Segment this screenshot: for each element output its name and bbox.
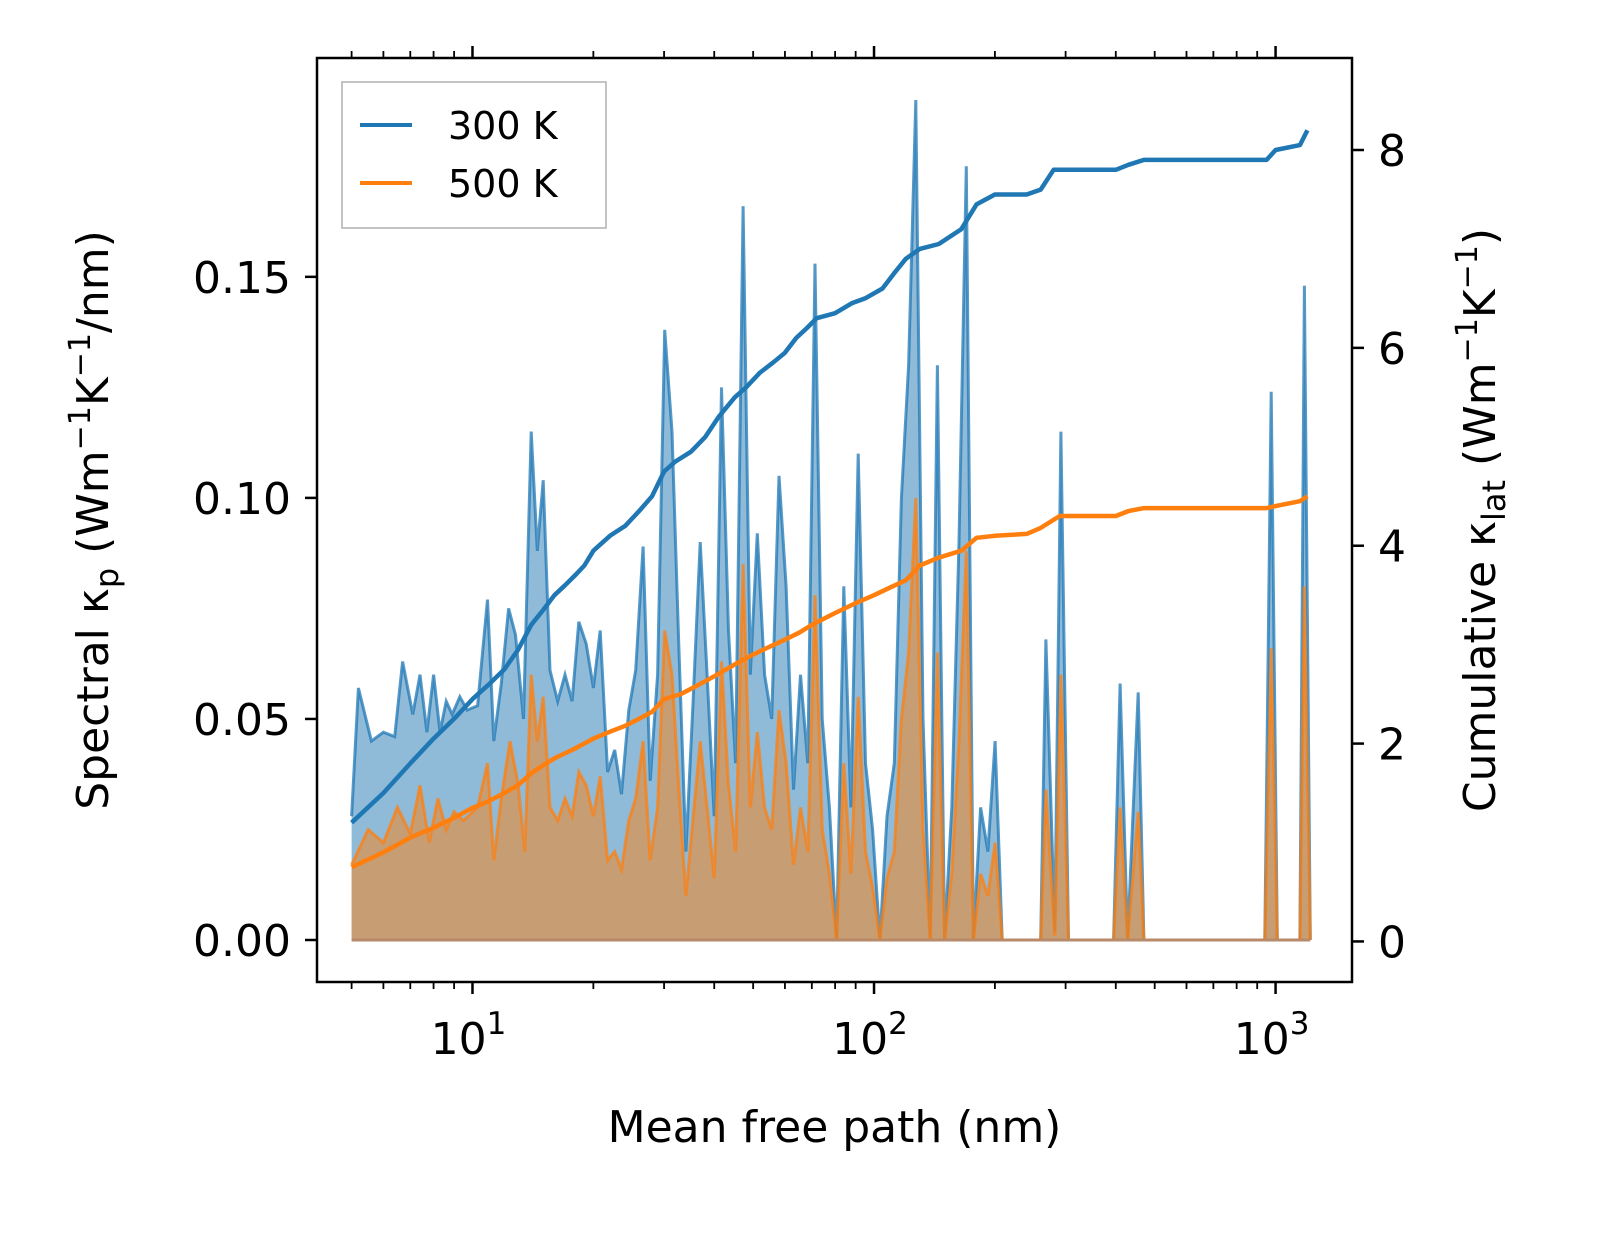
- spectral-area-300k: [351, 100, 1311, 940]
- x-tick-label-2: 103: [1234, 1006, 1310, 1065]
- legend-label-500k: 500 K: [448, 162, 559, 206]
- plot-frame: [315, 56, 1354, 984]
- y-right-label-post: ): [1455, 228, 1506, 245]
- y-axis-left-label: Spectral κp (Wm−1K−1/nm): [63, 230, 126, 810]
- y-right-tick-label-1: 2: [1378, 720, 1406, 771]
- y-right-label-pre: Cumulative κ: [1455, 521, 1506, 812]
- y-left-label-post: /nm): [68, 230, 119, 333]
- legend: 300 K 500 K: [341, 81, 607, 229]
- y-right-label-sup2: −1: [1450, 245, 1485, 289]
- x-tick-label-1: 102: [832, 1006, 908, 1065]
- x-axis-label: Mean free path (nm): [608, 1102, 1062, 1153]
- y-left-tick-label-1: 0.05: [193, 695, 291, 746]
- plot-area: [350, 99, 1312, 942]
- x-tick-label-0: 101: [431, 1006, 507, 1065]
- y-left-tick-label-2: 0.10: [193, 474, 291, 525]
- y-right-tick-label-0: 0: [1378, 917, 1406, 968]
- axis-ticks: 101 102 103 0.00 0.05 0.10 0.15 0 2 4 6 8: [193, 46, 1406, 1065]
- y-left-tick-label-0: 0.00: [193, 916, 291, 967]
- y-left-label-unit-pre: (Wm: [68, 450, 119, 568]
- y-left-label-sup1: −1: [63, 406, 98, 450]
- y-right-tick-label-3: 6: [1378, 324, 1406, 375]
- y-right-label-mid: K: [1455, 288, 1506, 318]
- spectral-line-300k: [350, 99, 1312, 942]
- y-right-label-sub: lat: [1475, 480, 1513, 521]
- y-left-tick-label-3: 0.15: [193, 253, 291, 304]
- y-right-label-sup1: −1: [1450, 318, 1485, 362]
- y-right-tick-label-4: 8: [1378, 126, 1406, 177]
- y-left-label-pre: Spectral κ: [68, 588, 119, 810]
- cumulative-line-300k: [350, 129, 1310, 825]
- legend-label-300k: 300 K: [448, 104, 559, 148]
- y-left-label-sup2: −1: [63, 333, 98, 377]
- y-right-tick-label-2: 4: [1378, 522, 1406, 573]
- y-left-label-mid: K: [68, 376, 119, 406]
- y-axis-right-label: Cumulative κlat (Wm−1K−1): [1450, 228, 1513, 812]
- y-left-label-sub: p: [88, 568, 126, 588]
- legend-box: [341, 81, 607, 229]
- spectral-area-500k: [351, 497, 1311, 940]
- cumulative-line-500k: [350, 494, 1309, 870]
- y-right-label-unit-pre: (Wm: [1455, 362, 1506, 480]
- spectral-line-500k: [350, 497, 1312, 942]
